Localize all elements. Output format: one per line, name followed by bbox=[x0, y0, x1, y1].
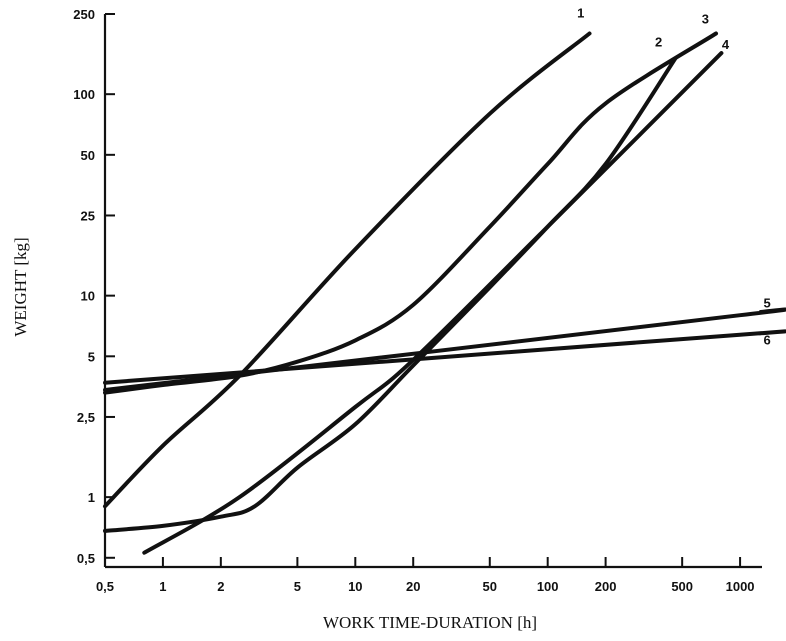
y-axis-title: WEIGHT [kg] bbox=[11, 237, 30, 336]
y-tick-label: 25 bbox=[81, 208, 95, 223]
y-tick-label: 1 bbox=[88, 490, 95, 505]
x-tick-label: 2 bbox=[217, 579, 224, 594]
y-tick-label: 5 bbox=[88, 349, 95, 364]
series-line-5 bbox=[103, 307, 786, 392]
x-tick-label: 5 bbox=[294, 579, 301, 594]
y-tick-label: 2,5 bbox=[77, 410, 95, 425]
series-label-6: 6 bbox=[764, 333, 771, 348]
x-tick-label: 100 bbox=[537, 579, 559, 594]
series-line-4 bbox=[142, 51, 724, 555]
x-tick-label: 1000 bbox=[726, 579, 755, 594]
y-tick-label: 100 bbox=[73, 87, 95, 102]
x-tick-label: 200 bbox=[595, 579, 617, 594]
y-tick-label: 250 bbox=[73, 7, 95, 22]
series-line-6 bbox=[103, 329, 786, 385]
series-layer bbox=[103, 31, 786, 555]
series-line-2 bbox=[103, 56, 678, 533]
series-line-3 bbox=[103, 31, 718, 395]
y-tick-label: 10 bbox=[81, 289, 95, 304]
series-label-1: 1 bbox=[577, 6, 584, 21]
x-tick-label: 0,5 bbox=[96, 579, 114, 594]
x-tick-label: 1 bbox=[159, 579, 166, 594]
x-tick-label: 50 bbox=[483, 579, 497, 594]
series-label-5: 5 bbox=[764, 296, 771, 311]
series-label-2: 2 bbox=[655, 34, 662, 49]
y-tick-label: 50 bbox=[81, 148, 95, 163]
series-label-3: 3 bbox=[702, 12, 709, 27]
y-tick-label: 0,5 bbox=[77, 551, 95, 566]
x-tick-label: 10 bbox=[348, 579, 362, 594]
series-line-1 bbox=[103, 31, 592, 509]
x-tick-label: 500 bbox=[671, 579, 693, 594]
x-axis-title: WORK TIME-DURATION [h] bbox=[323, 613, 537, 632]
series-label-4: 4 bbox=[722, 37, 730, 52]
labels-layer: 1 2 34 5 6 bbox=[577, 6, 771, 348]
x-tick-label: 20 bbox=[406, 579, 420, 594]
